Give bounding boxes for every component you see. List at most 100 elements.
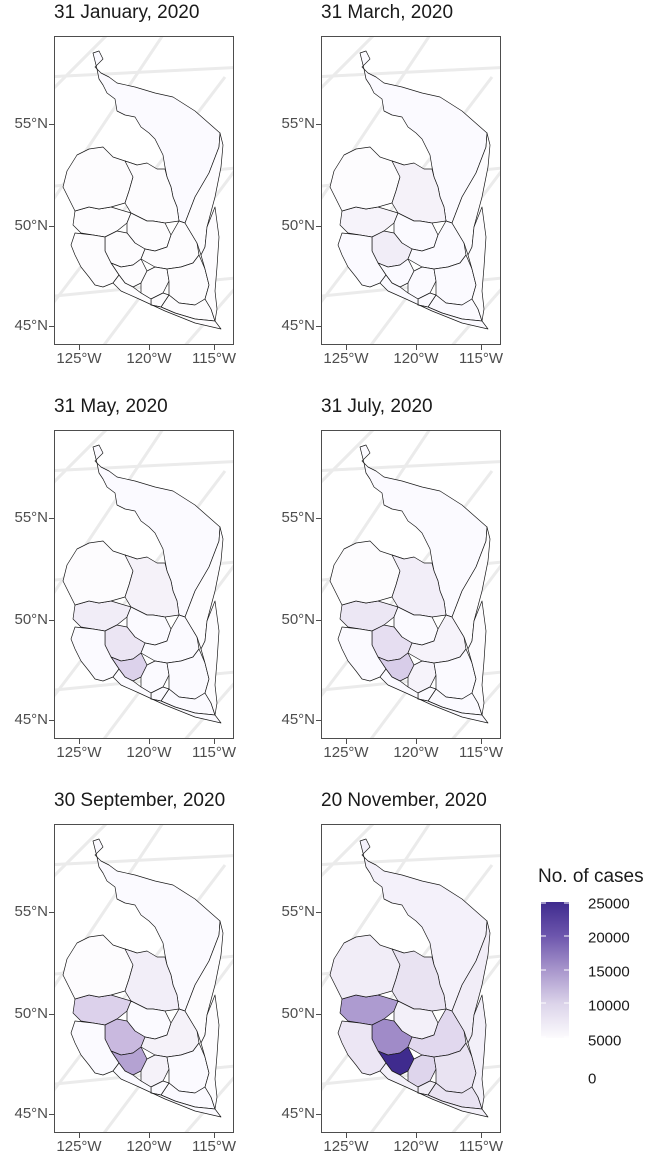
y-tick-label: 50°N <box>14 217 48 234</box>
y-tick-label: 55°N <box>281 115 315 132</box>
x-tick-mark <box>79 739 80 744</box>
map-svg <box>55 431 233 738</box>
y-tick-mark <box>49 226 54 227</box>
graticule-line <box>322 825 375 878</box>
y-tick-mark <box>316 1114 321 1115</box>
graticule-line <box>55 37 164 200</box>
x-tick-mark <box>346 1133 347 1138</box>
y-tick-label: 50°N <box>281 217 315 234</box>
health-region <box>124 948 180 1012</box>
y-tick-mark <box>49 1014 54 1015</box>
graticule-line <box>322 431 375 484</box>
x-tick-label: 120°W <box>126 1138 172 1155</box>
health-region <box>451 920 491 1044</box>
x-tick-mark <box>416 345 417 350</box>
health-region <box>184 526 224 650</box>
y-tick-label: 55°N <box>281 509 315 526</box>
health-region <box>124 160 180 224</box>
health-region <box>184 132 224 256</box>
health-region <box>391 554 447 618</box>
graticule-line <box>55 460 233 473</box>
x-tick-label: 115°W <box>191 744 237 761</box>
x-tick-label: 120°W <box>126 744 172 761</box>
y-tick-label: 45°N <box>281 711 315 728</box>
health-region <box>70 232 120 288</box>
map-svg <box>322 37 500 344</box>
graticule-line <box>55 431 108 484</box>
y-tick-mark <box>49 124 54 125</box>
legend-colorbar <box>541 902 569 1038</box>
health-region <box>112 668 222 724</box>
y-tick-label: 55°N <box>14 903 48 920</box>
health-region <box>379 668 489 724</box>
panel-title: 31 January, 2020 <box>54 2 200 23</box>
panel-title: 20 November, 2020 <box>321 790 487 811</box>
health-region <box>467 994 487 1110</box>
x-tick-mark <box>346 345 347 350</box>
x-tick-label: 120°W <box>126 350 172 367</box>
panel-title: 30 September, 2020 <box>54 790 226 811</box>
x-tick-label: 115°W <box>458 350 504 367</box>
y-tick-mark <box>316 720 321 721</box>
x-tick-label: 120°W <box>393 350 439 367</box>
map-frame <box>54 824 234 1133</box>
legend: No. of cases 25000 20000 15000 10000 500… <box>538 866 644 1088</box>
legend-label: 5000 <box>588 1032 622 1050</box>
health-region <box>451 526 491 650</box>
y-tick-label: 45°N <box>281 317 315 334</box>
health-region <box>200 206 220 322</box>
x-tick-mark <box>79 345 80 350</box>
graticule-line <box>55 431 164 594</box>
y-tick-mark <box>49 326 54 327</box>
graticule-line <box>55 825 108 878</box>
y-tick-mark <box>316 124 321 125</box>
x-tick-mark <box>481 345 482 350</box>
legend-label: 10000 <box>588 997 630 1015</box>
x-tick-mark <box>214 739 215 744</box>
graticule-line <box>55 854 233 867</box>
y-tick-label: 45°N <box>281 1105 315 1122</box>
x-tick-label: 125°W <box>56 350 102 367</box>
x-tick-mark <box>214 1133 215 1138</box>
x-tick-mark <box>416 739 417 744</box>
health-region <box>200 994 220 1110</box>
map-svg <box>322 431 500 738</box>
legend-label: 20000 <box>588 929 630 947</box>
x-tick-label: 125°W <box>323 744 369 761</box>
y-tick-label: 55°N <box>14 509 48 526</box>
health-region <box>124 554 180 618</box>
x-tick-mark <box>149 739 150 744</box>
health-region <box>337 626 387 682</box>
y-tick-mark <box>49 1114 54 1115</box>
graticule-line <box>322 825 431 988</box>
panel-title: 31 March, 2020 <box>321 2 454 23</box>
graticule-line <box>322 37 431 200</box>
x-tick-label: 115°W <box>191 350 237 367</box>
y-tick-label: 45°N <box>14 1105 48 1122</box>
legend-title: No. of cases <box>538 866 644 887</box>
graticule-line <box>322 431 431 594</box>
y-tick-label: 55°N <box>281 903 315 920</box>
x-tick-mark <box>149 1133 150 1138</box>
y-tick-mark <box>49 518 54 519</box>
x-tick-label: 115°W <box>458 744 504 761</box>
y-tick-mark <box>316 620 321 621</box>
x-tick-label: 115°W <box>191 1138 237 1155</box>
y-tick-mark <box>316 226 321 227</box>
x-tick-mark <box>214 345 215 350</box>
x-tick-mark <box>346 739 347 744</box>
health-region <box>467 206 487 322</box>
graticule-line <box>55 37 108 90</box>
legend-label: 25000 <box>588 895 630 913</box>
health-region <box>337 232 387 288</box>
y-tick-label: 50°N <box>281 611 315 628</box>
graticule-line <box>55 825 164 988</box>
graticule-line <box>322 66 500 79</box>
graticule-line <box>322 460 500 473</box>
legend-label: 15000 <box>588 963 630 981</box>
x-tick-label: 125°W <box>56 1138 102 1155</box>
y-tick-mark <box>316 1014 321 1015</box>
health-region <box>200 600 220 716</box>
y-tick-mark <box>316 912 321 913</box>
health-region <box>379 1062 489 1118</box>
